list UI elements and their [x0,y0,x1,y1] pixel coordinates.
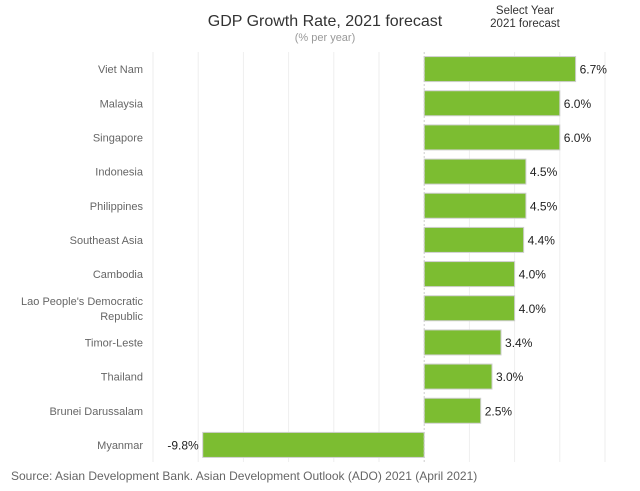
bar[interactable] [423,226,525,253]
value-label: 6.0% [564,131,592,145]
value-label: 4.5% [530,199,558,213]
category-label: Viet Nam [98,64,143,76]
bar[interactable] [423,124,561,151]
category-label: Cambodia [93,269,144,281]
category-label: Lao People's Democratic Republic [21,296,143,323]
value-labels: 6.7% 6.0% 6.0% 4.5% 4.5% 4.4% 4.0% 4.0% 3.4% 3.0%… [167,63,607,453]
bar[interactable] [423,363,493,390]
category-label: Malaysia [100,98,144,110]
bar[interactable] [423,397,482,424]
value-label: 4.0% [519,302,547,316]
category-label: Singapore [93,132,143,144]
bar[interactable] [423,329,502,356]
value-label: 2.5% [485,404,513,418]
bar[interactable] [423,261,516,288]
value-label: 3.4% [505,336,533,350]
year-selector-label: Select Year [495,5,555,17]
value-label: 6.7% [580,63,608,77]
bar[interactable] [423,56,577,83]
bar[interactable] [423,192,527,219]
chart-title: GDP Growth Rate, 2021 forecast [207,13,443,30]
value-label: 4.4% [528,233,556,247]
gridlines [152,52,606,462]
category-labels: Viet Nam Malaysia Singapore Indonesia Philip… [21,64,144,452]
category-label: Indonesia [95,167,144,179]
chart-subtitle: (% per year) [294,32,356,44]
bar[interactable] [423,90,561,117]
value-label: -9.8% [167,438,199,452]
year-selector-value[interactable]: 2021 forecast [490,18,560,30]
category-label: Philippines [90,201,144,213]
year-selector[interactable]: Select Year 2021 forecast [470,5,580,31]
category-label: Southeast Asia [70,235,144,247]
category-label: Thailand [101,372,143,384]
source-note: Source: Asian Development Bank. Asian De… [11,469,478,483]
value-label: 6.0% [564,97,592,111]
category-label: Brunei Darussalam [49,406,143,418]
category-label: Timor-Leste [85,337,143,349]
bar[interactable] [202,431,425,458]
bar[interactable] [423,158,527,185]
value-label: 3.0% [496,370,524,384]
bars [202,56,577,458]
category-label: Myanmar [97,440,143,452]
bar[interactable] [423,295,516,322]
value-label: 4.5% [530,165,558,179]
value-label: 4.0% [519,268,547,282]
